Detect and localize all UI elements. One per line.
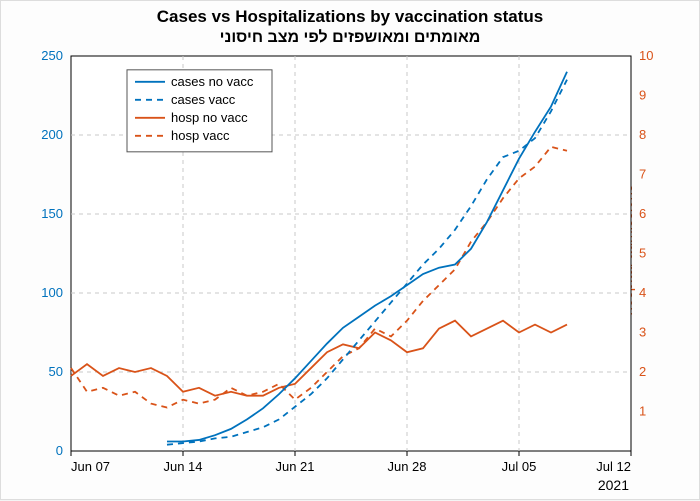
svg-text:1: 1 (639, 404, 646, 419)
svg-text:100: 100 (41, 285, 63, 300)
svg-text:3: 3 (639, 325, 646, 340)
svg-text:7: 7 (639, 167, 646, 182)
svg-text:4: 4 (639, 285, 646, 300)
svg-text:Jun 14: Jun 14 (163, 459, 202, 474)
svg-text:2: 2 (639, 364, 646, 379)
svg-text:5: 5 (639, 246, 646, 261)
svg-text:9: 9 (639, 88, 646, 103)
svg-text:Jun 21: Jun 21 (275, 459, 314, 474)
svg-text:50: 50 (49, 364, 63, 379)
chart-svg: 0 50 100 150 200 250 1 2 3 4 5 6 7 8 9 10 Jun 07 Jun 14 Ju… (1, 1, 700, 501)
svg-text:cases no vacc: cases no vacc (171, 74, 254, 89)
svg-text:Jun 28: Jun 28 (387, 459, 426, 474)
svg-text:250: 250 (41, 48, 63, 63)
svg-text:10: 10 (639, 48, 653, 63)
svg-text:hosp no vacc: hosp no vacc (171, 110, 248, 125)
svg-text:Jun 07: Jun 07 (71, 459, 110, 474)
chart-container: Cases vs Hospitalizations by vaccination… (0, 0, 700, 500)
svg-text:8: 8 (639, 127, 646, 142)
svg-text:hosp vacc: hosp vacc (171, 128, 230, 143)
svg-text:cases vacc: cases vacc (171, 92, 236, 107)
svg-text:0: 0 (56, 443, 63, 458)
svg-text:Jul 05: Jul 05 (502, 459, 537, 474)
svg-text:Jul 12: Jul 12 (596, 459, 631, 474)
svg-text:200: 200 (41, 127, 63, 142)
svg-text:150: 150 (41, 206, 63, 221)
svg-text:6: 6 (639, 206, 646, 221)
